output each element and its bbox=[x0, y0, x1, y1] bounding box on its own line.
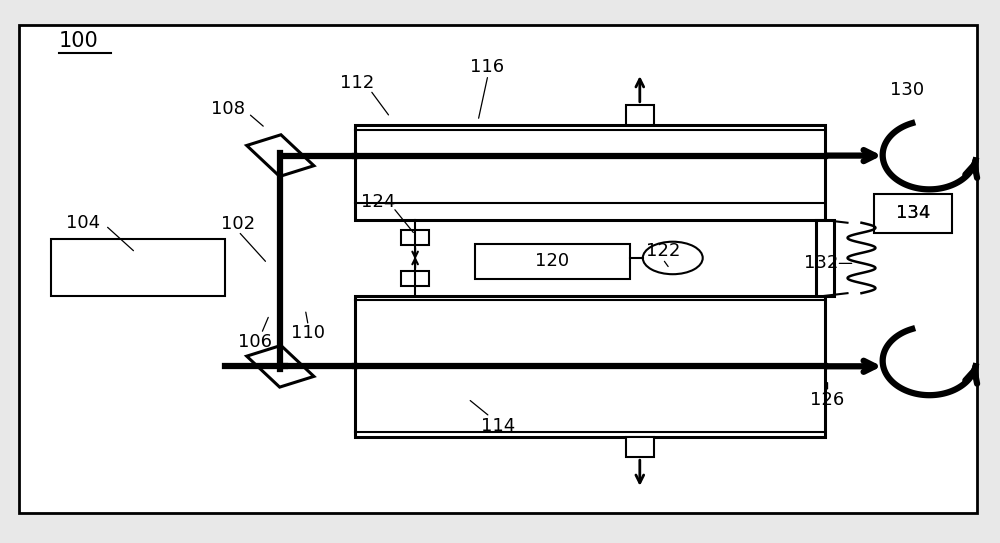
FancyBboxPatch shape bbox=[401, 271, 429, 286]
FancyBboxPatch shape bbox=[19, 25, 977, 513]
Text: 130: 130 bbox=[890, 81, 924, 99]
Text: 104: 104 bbox=[66, 214, 100, 232]
Text: 132: 132 bbox=[804, 254, 839, 273]
Text: 126: 126 bbox=[810, 392, 845, 409]
FancyBboxPatch shape bbox=[816, 220, 834, 296]
Text: 124: 124 bbox=[361, 193, 395, 211]
Circle shape bbox=[643, 242, 703, 274]
FancyBboxPatch shape bbox=[355, 125, 825, 220]
Text: 114: 114 bbox=[481, 417, 515, 435]
FancyBboxPatch shape bbox=[874, 193, 952, 232]
FancyBboxPatch shape bbox=[401, 230, 429, 245]
Text: 134: 134 bbox=[896, 204, 931, 222]
Text: 100: 100 bbox=[59, 31, 98, 52]
Text: 112: 112 bbox=[340, 74, 374, 92]
Text: 122: 122 bbox=[646, 242, 680, 260]
Text: 106: 106 bbox=[238, 333, 272, 351]
Text: 108: 108 bbox=[211, 100, 245, 118]
FancyBboxPatch shape bbox=[626, 437, 654, 457]
FancyBboxPatch shape bbox=[626, 105, 654, 125]
Text: 120: 120 bbox=[535, 252, 569, 270]
FancyBboxPatch shape bbox=[475, 244, 630, 279]
Text: 134: 134 bbox=[896, 204, 931, 222]
Text: 116: 116 bbox=[470, 58, 504, 76]
FancyBboxPatch shape bbox=[51, 239, 225, 296]
Text: 110: 110 bbox=[291, 324, 325, 342]
FancyBboxPatch shape bbox=[355, 296, 825, 437]
Text: 102: 102 bbox=[221, 215, 255, 233]
Polygon shape bbox=[247, 135, 314, 176]
Polygon shape bbox=[247, 345, 314, 387]
